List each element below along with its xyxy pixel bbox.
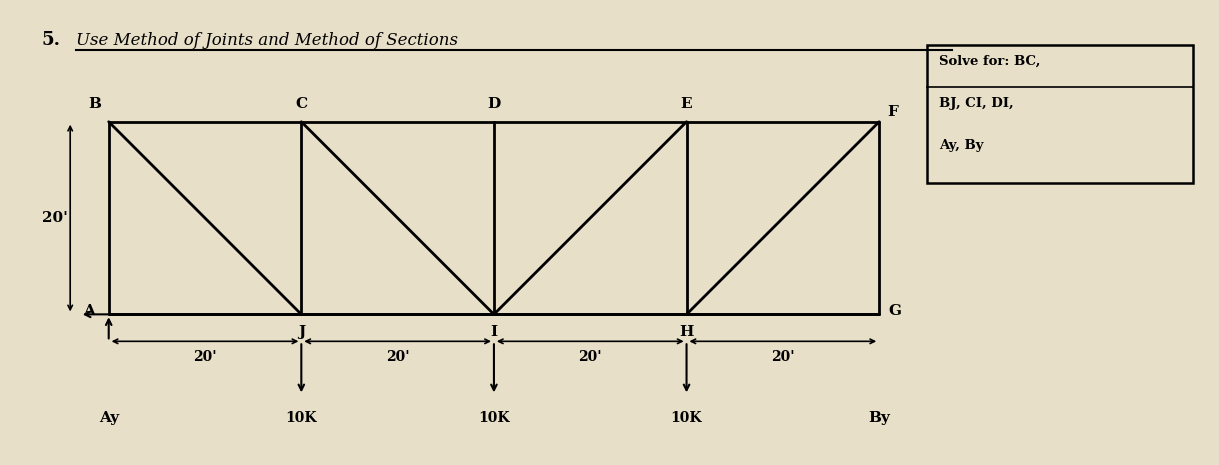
- Text: G: G: [889, 304, 901, 318]
- Text: B: B: [89, 97, 101, 112]
- Text: I: I: [490, 325, 497, 339]
- Text: BJ, CI, DI,: BJ, CI, DI,: [939, 97, 1013, 110]
- Text: 20': 20': [386, 350, 410, 364]
- Text: F: F: [887, 105, 898, 119]
- Text: H: H: [679, 325, 694, 339]
- Text: A: A: [84, 304, 95, 318]
- Text: 10K: 10K: [478, 411, 510, 425]
- Text: 20': 20': [193, 350, 217, 364]
- Text: 5.: 5.: [41, 31, 60, 48]
- Text: E: E: [680, 97, 692, 112]
- Text: D: D: [488, 97, 501, 112]
- Text: 20': 20': [772, 350, 795, 364]
- Text: Ay: Ay: [99, 411, 118, 425]
- Text: By: By: [868, 411, 890, 425]
- Text: 20': 20': [579, 350, 602, 364]
- Text: C: C: [295, 97, 307, 112]
- Bar: [928, 45, 1193, 183]
- Text: Use Method of Joints and Method of Sections: Use Method of Joints and Method of Secti…: [76, 32, 458, 48]
- Text: J: J: [297, 325, 305, 339]
- Text: Solve for: BC,: Solve for: BC,: [939, 54, 1040, 67]
- Text: 10K: 10K: [285, 411, 317, 425]
- Text: 20': 20': [41, 211, 68, 225]
- Text: Ay, By: Ay, By: [939, 139, 984, 152]
- Text: 10K: 10K: [670, 411, 702, 425]
